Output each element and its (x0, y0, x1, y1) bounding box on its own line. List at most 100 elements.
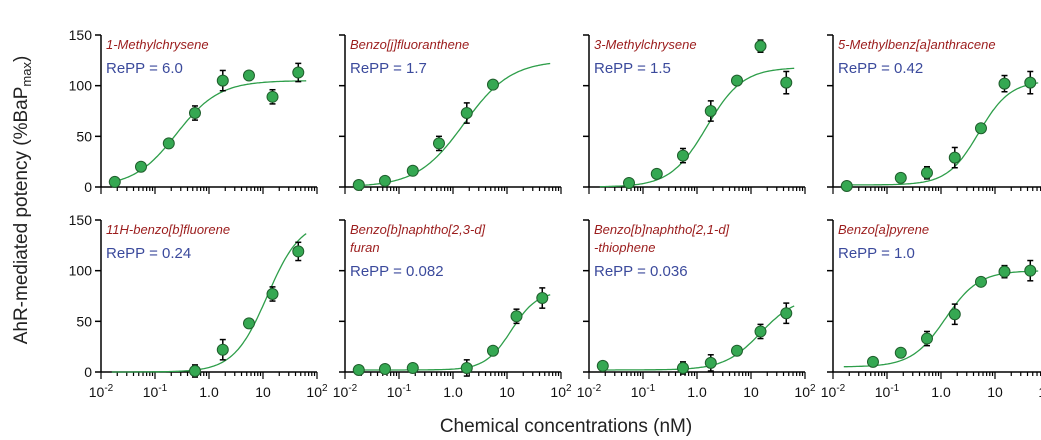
chart-panel: 10-2 10-1 1.0 10 102Benzo[b]naphtho[2,1-d]-t… (577, 219, 816, 400)
data-point (676, 361, 689, 374)
panel-grid: 0 50 100 150 1-Methylchrysene RePP = 6.0 Benzo… (69, 27, 1041, 400)
chart-panel: 10-2 10-1 1.0 10 102Benzo[b]naphtho[2,3-d]fu… (333, 219, 572, 400)
data-point (242, 69, 255, 82)
x-tick-label: 10 (255, 384, 271, 400)
data-point (754, 325, 767, 338)
y-tick-label: 100 (69, 263, 93, 279)
x-tick-label: 10-1 (875, 383, 900, 400)
data-point (974, 122, 987, 135)
x-tick-label-base: 1.0 (443, 384, 463, 400)
data-point (188, 364, 201, 377)
x-tick-label-base: 10 (794, 384, 810, 400)
data-point (730, 74, 743, 87)
x-tick-label: 10-2 (89, 383, 114, 400)
y-tick-label: 150 (69, 212, 93, 228)
x-tick-label-base: 1.0 (687, 384, 707, 400)
x-tick-label-base: 1.0 (931, 384, 951, 400)
data-point (292, 245, 305, 258)
fit-curve (355, 62, 551, 187)
panel-title: 11H-benzo[b]fluorene (106, 222, 230, 237)
x-tick-label-exponent: -1 (158, 383, 167, 394)
x-tick-label-exponent: -1 (646, 383, 655, 394)
y-tick-label: 0 (84, 364, 92, 380)
data-point (974, 275, 987, 288)
data-point (894, 346, 907, 359)
x-tick-label-base: 10 (255, 384, 271, 400)
x-tick-label-exponent: 2 (566, 383, 572, 394)
x-tick-label-exponent: -2 (592, 383, 601, 394)
panel-title: 1-Methylchrysene (106, 37, 209, 52)
data-point (162, 137, 175, 150)
data-point (242, 317, 255, 330)
fit-curve (843, 82, 1039, 186)
x-tick-label: 1.0 (687, 384, 707, 400)
y-axis-title-subscript: max (19, 62, 34, 87)
x-tick-label-base: 10 (1038, 384, 1041, 400)
y-axis-title-close: ) (11, 56, 32, 62)
x-tick-label-base: 10 (306, 384, 322, 400)
data-point (596, 359, 609, 372)
y-tick-label: 100 (69, 78, 93, 94)
x-tick-label-exponent: 2 (322, 383, 328, 394)
x-tick-label: 1.0 (199, 384, 219, 400)
data-point (650, 167, 663, 180)
data-point (188, 107, 201, 120)
fit-curve (355, 294, 551, 371)
x-tick-label: 102 (794, 383, 816, 400)
x-tick-label: 10-1 (631, 383, 656, 400)
chart-panel: 5-Methylbenz[a]anthracene RePP = 0.42 (827, 34, 1041, 194)
data-point (704, 105, 717, 117)
rep-value-label: RePP = 0.082 (350, 263, 444, 280)
data-point (378, 362, 391, 375)
data-point (460, 107, 473, 120)
data-point (134, 160, 147, 173)
rep-value-label: RePP = 0.036 (594, 263, 688, 280)
data-point (920, 166, 933, 179)
data-point (780, 307, 793, 320)
data-point (486, 78, 499, 91)
x-tick-label: 10-2 (333, 383, 358, 400)
fit-curve (599, 305, 795, 371)
x-tick-label-base: 10 (333, 384, 349, 400)
x-tick-label-base: 10 (89, 384, 105, 400)
x-tick-label-base: 10 (577, 384, 593, 400)
data-point (292, 66, 305, 79)
panel-title: Benzo[j]fluoranthene (350, 37, 469, 52)
x-tick-label-exponent: -1 (402, 383, 411, 394)
data-point (352, 178, 365, 191)
data-point (780, 76, 793, 89)
data-point (406, 164, 419, 177)
panel-title: furan (350, 240, 380, 255)
fit-curve (111, 233, 307, 373)
data-point (894, 171, 907, 184)
x-tick-label: 10 (743, 384, 759, 400)
data-point (486, 344, 499, 357)
x-tick-label: 1.0 (931, 384, 951, 400)
data-point (266, 287, 279, 300)
chart-panel: 0 50 100 150 1-Methylchrysene RePP = 6.0 (69, 27, 318, 195)
y-axis-title: AhR-mediated potency (%BaPmax) (11, 56, 34, 345)
fit-curve (599, 67, 795, 188)
x-tick-label: 10-2 (577, 383, 602, 400)
rep-value-label: RePP = 6.0 (106, 60, 183, 77)
data-point (866, 355, 879, 368)
x-tick-label-base: 10 (743, 384, 759, 400)
x-tick-label-exponent: 2 (810, 383, 816, 394)
x-tick-label-base: 10 (387, 384, 403, 400)
data-point (510, 310, 523, 323)
rep-value-label: RePP = 1.7 (350, 60, 427, 77)
y-tick-label: 50 (76, 313, 92, 329)
data-point (108, 175, 121, 188)
data-point (1024, 76, 1037, 89)
data-point (920, 332, 933, 345)
panel-title: 5-Methylbenz[a]anthracene (838, 37, 996, 52)
rep-value-label: RePP = 0.24 (106, 245, 191, 262)
x-tick-label-base: 1.0 (199, 384, 219, 400)
y-axis-title-main: AhR-mediated potency (%BaP (11, 87, 32, 345)
x-tick-label: 1.0 (443, 384, 463, 400)
data-point (676, 149, 689, 162)
y-tick-label: 150 (69, 27, 93, 43)
